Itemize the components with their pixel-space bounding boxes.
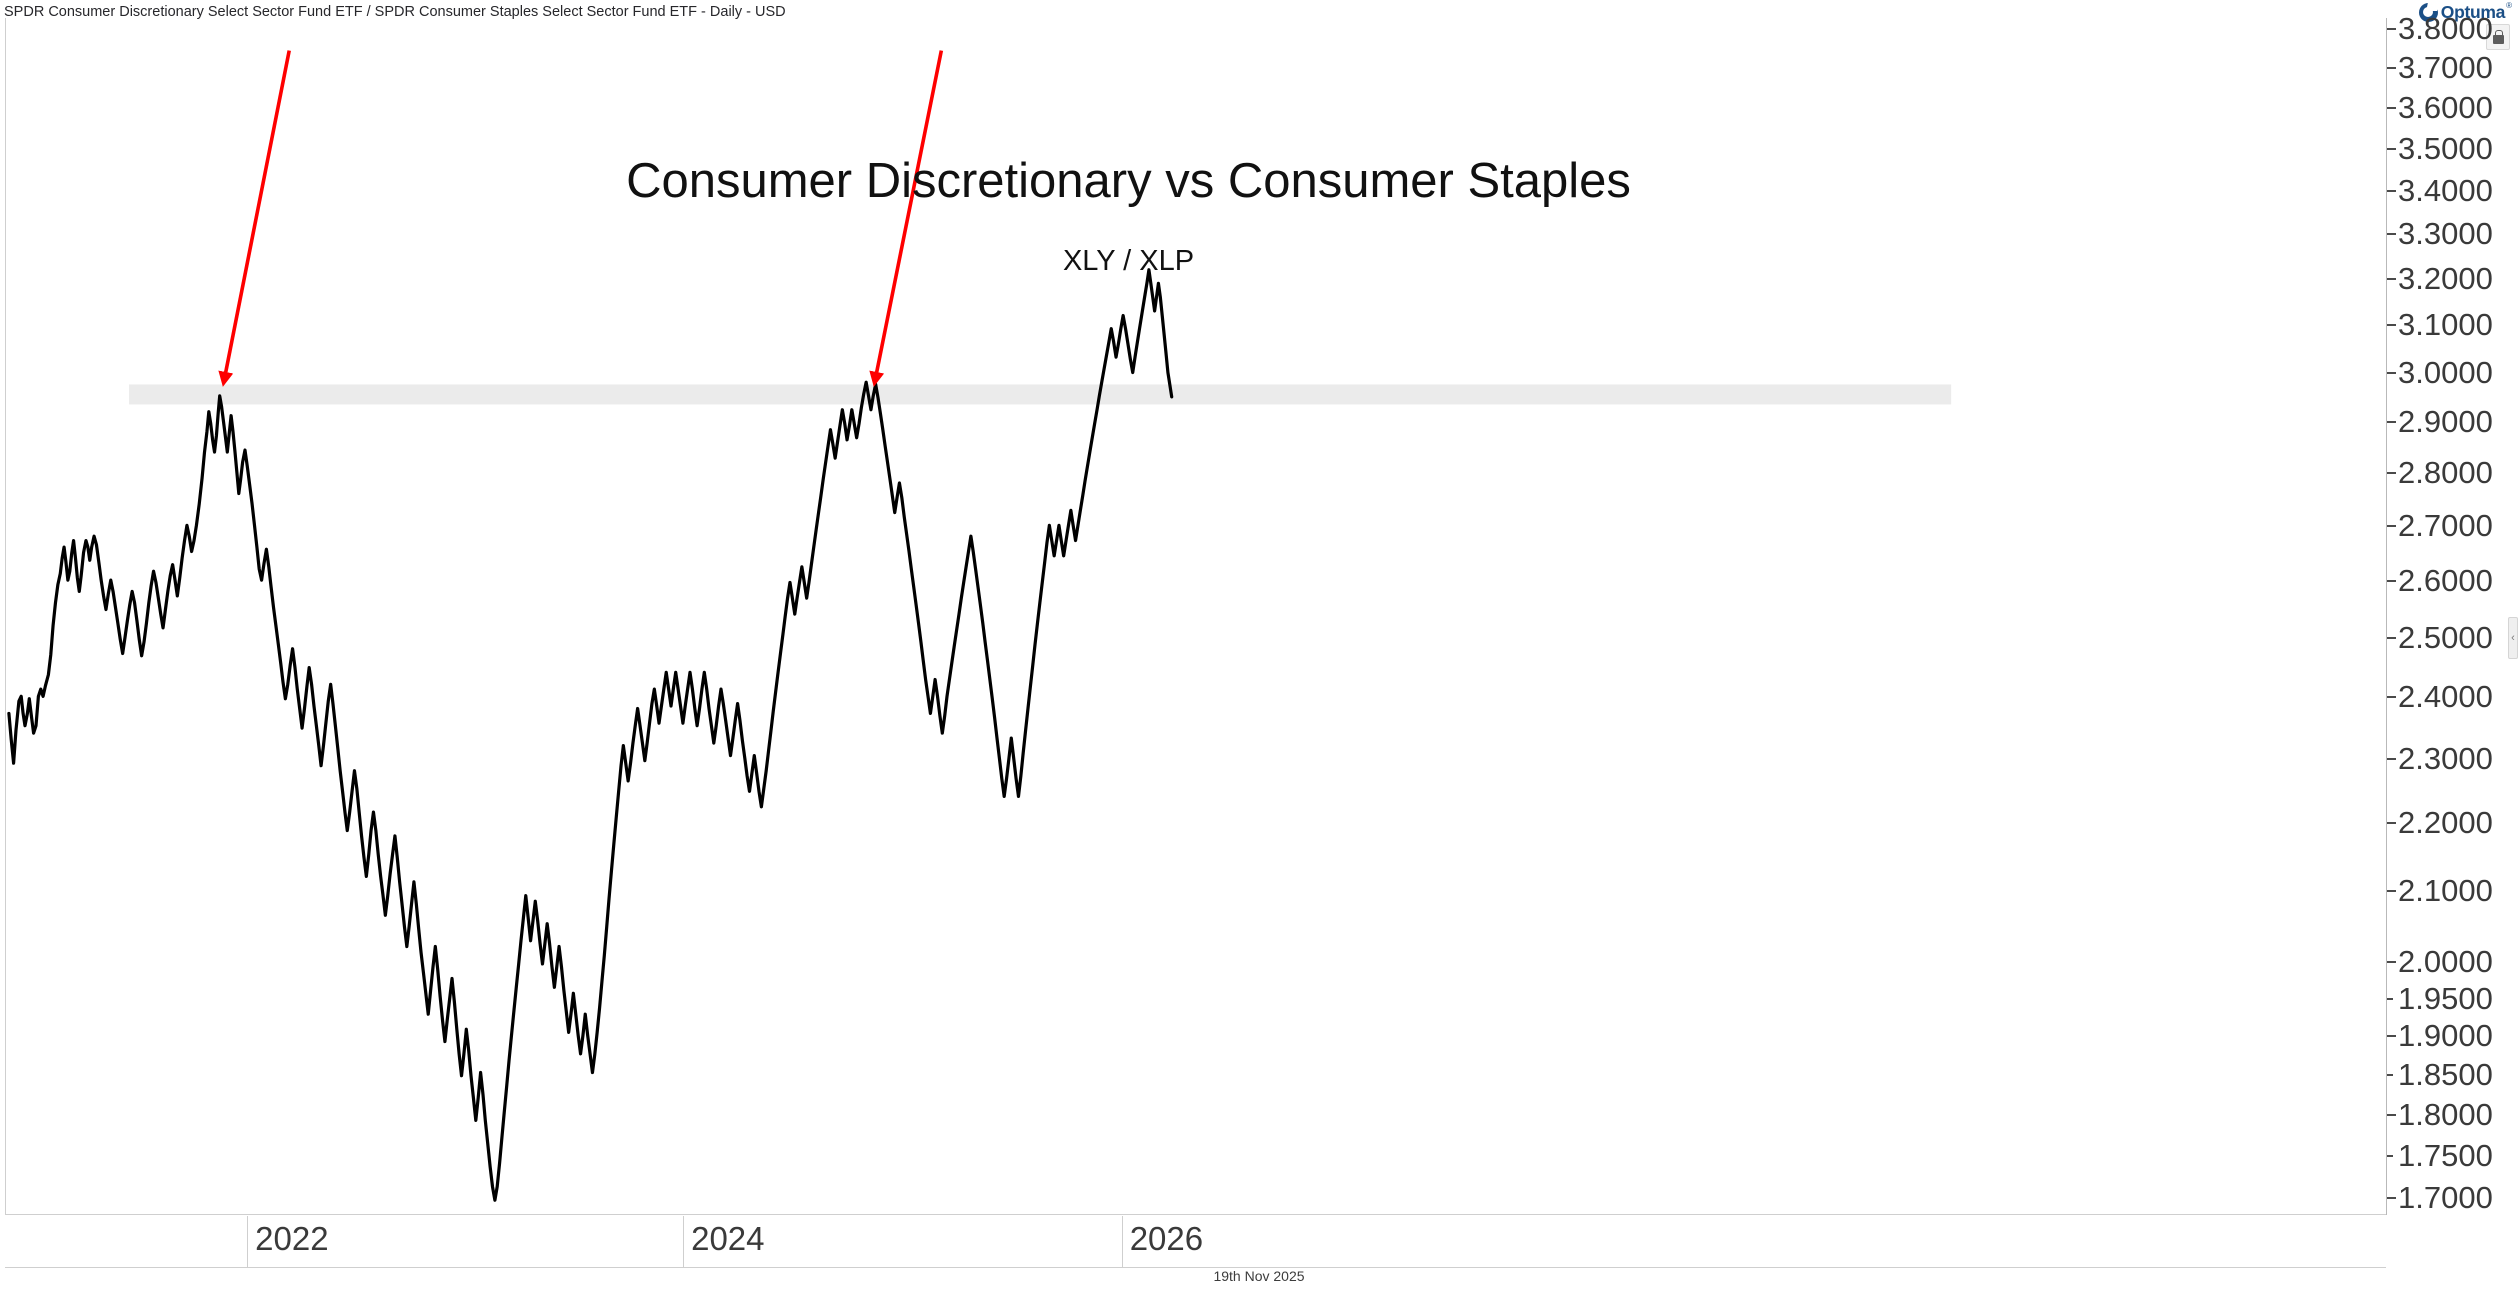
y-tick-label: 1.8500 — [2398, 1056, 2493, 1092]
y-tick-dash — [2387, 636, 2396, 639]
y-tick-label: 3.5000 — [2398, 130, 2493, 166]
optuma-logo: Optuma ® — [2418, 1, 2512, 23]
arrow-second-peak — [869, 50, 944, 387]
chart-header-bar: SPDR Consumer Discretionary Select Secto… — [4, 2, 2384, 22]
x-axis[interactable]: 2022 2024 2026 — [5, 1216, 2386, 1268]
x-tick-label: 2026 — [1129, 1220, 1204, 1257]
y-tick-label: 1.9500 — [2398, 980, 2493, 1016]
x-axis-tick: 2024 — [683, 1216, 765, 1268]
footer-date: 19th Nov 2025 — [1213, 1268, 1305, 1284]
y-tick-dash — [2387, 1196, 2396, 1199]
y-tick-label: 3.7000 — [2398, 50, 2493, 86]
y-axis-collapse-handle[interactable]: ‹ — [2508, 617, 2518, 659]
y-tick-dash — [2387, 960, 2396, 963]
y-tick-dash — [2387, 28, 2396, 31]
y-tick-label: 2.0000 — [2398, 943, 2493, 979]
y-tick-dash — [2387, 757, 2396, 760]
arrow-first-peak — [218, 50, 291, 387]
lock-icon — [2492, 30, 2504, 44]
security-title: SPDR Consumer Discretionary Select Secto… — [4, 4, 786, 20]
price-line — [7, 268, 1174, 1202]
y-tick-label: 1.7000 — [2398, 1179, 2493, 1215]
y-tick-dash — [2387, 324, 2396, 327]
lock-button[interactable] — [2486, 24, 2510, 50]
price-chart-svg — [7, 50, 1952, 1202]
y-tick-label: 2.5000 — [2398, 619, 2493, 655]
y-tick-label: 2.8000 — [2398, 455, 2493, 490]
y-tick-dash — [2387, 278, 2396, 281]
y-tick-dash — [2387, 421, 2396, 424]
y-tick-label: 3.4000 — [2398, 172, 2493, 208]
y-tick-dash — [2387, 371, 2396, 374]
x-tick-label: 2024 — [691, 1220, 765, 1257]
y-tick-dash — [2387, 233, 2396, 236]
y-tick-label: 1.7500 — [2398, 1137, 2493, 1173]
y-axis[interactable]: 3.8000 3.7000 3.6000 3.5000 3.4000 3.3000 3.20… — [2386, 13, 2518, 1215]
x-axis-tick: 2026 — [1121, 1216, 1203, 1268]
chart-subtitle: XLY / XLP — [1062, 245, 1195, 277]
y-tick-dash — [2387, 524, 2396, 527]
y-tick-dash — [2387, 889, 2396, 892]
y-tick-label: 2.7000 — [2398, 507, 2493, 543]
y-tick-label: 3.3000 — [2398, 216, 2493, 252]
y-tick-dash — [2387, 106, 2396, 109]
optuma-wordmark: Optuma — [2440, 1, 2506, 22]
x-axis-tick: 2022 — [247, 1216, 329, 1268]
chart-title: Consumer Discretionary vs Consumer Stapl… — [626, 154, 1631, 208]
y-tick-dash — [2387, 579, 2396, 582]
y-tick-dash — [2387, 67, 2396, 70]
y-tick-dash — [2387, 147, 2396, 150]
y-tick-label: 3.6000 — [2398, 89, 2493, 125]
y-tick-dash — [2387, 1113, 2396, 1116]
y-tick-dash — [2387, 189, 2396, 192]
y-tick-label: 3.8000 — [2398, 11, 2493, 47]
y-tick-label: 1.8000 — [2398, 1096, 2493, 1132]
resistance-band — [129, 384, 1952, 405]
y-tick-label: 2.3000 — [2398, 740, 2493, 776]
y-tick-label: 3.2000 — [2398, 261, 2493, 297]
y-tick-label: 3.1000 — [2398, 307, 2493, 343]
optuma-trademark: ® — [2506, 1, 2512, 10]
y-tick-dash — [2387, 1035, 2396, 1038]
y-tick-label: 2.4000 — [2398, 678, 2493, 714]
optuma-mark-icon — [2418, 2, 2438, 22]
y-tick-label: 2.1000 — [2398, 872, 2493, 908]
y-tick-label: 3.0000 — [2398, 354, 2493, 390]
y-tick-label: 2.6000 — [2398, 562, 2493, 598]
y-tick-label: 1.9000 — [2398, 1018, 2493, 1054]
y-tick-dash — [2387, 1073, 2393, 1076]
x-tick-label: 2022 — [255, 1220, 329, 1257]
y-tick-label: 2.9000 — [2398, 404, 2493, 440]
chart-plot-area[interactable]: Consumer Discretionary vs Consumer Stapl… — [5, 18, 2386, 1215]
y-tick-label: 2.2000 — [2398, 805, 2493, 841]
y-tick-dash — [2387, 997, 2393, 1000]
y-tick-dash — [2387, 472, 2396, 474]
y-tick-dash — [2387, 1154, 2393, 1157]
y-tick-dash — [2387, 695, 2396, 698]
y-tick-dash — [2387, 822, 2396, 825]
